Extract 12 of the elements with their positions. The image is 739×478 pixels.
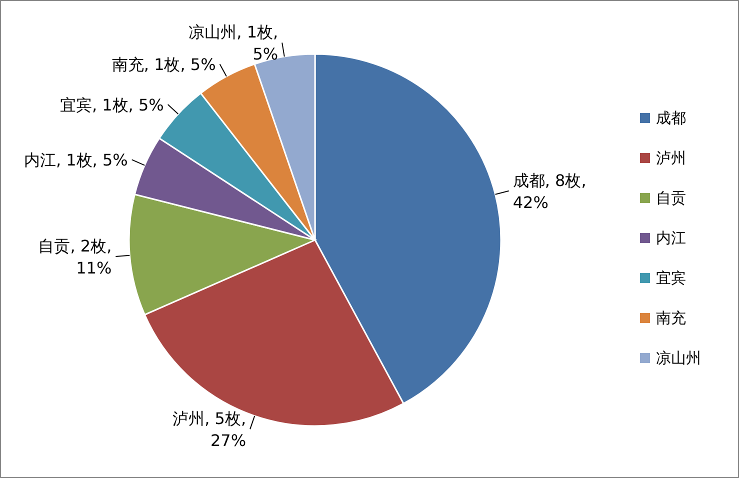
data-label: 自贡, 2枚, 11% xyxy=(38,236,112,278)
legend-label: 南充 xyxy=(656,309,686,327)
data-label: 宜宾, 1枚, 5% xyxy=(60,96,164,115)
legend-label: 内江 xyxy=(656,229,686,247)
legend-label: 自贡 xyxy=(656,189,686,207)
data-label: 泸州, 5枚, 27% xyxy=(172,409,246,450)
legend-label: 宜宾 xyxy=(656,269,686,287)
data-label: 成都, 8枚, 42% xyxy=(512,170,586,212)
legend-label: 成都 xyxy=(656,109,686,127)
legend-label: 凉山州 xyxy=(656,349,701,367)
legend-label: 泸州 xyxy=(656,149,686,167)
data-label: 内江, 1枚, 5% xyxy=(24,150,128,170)
